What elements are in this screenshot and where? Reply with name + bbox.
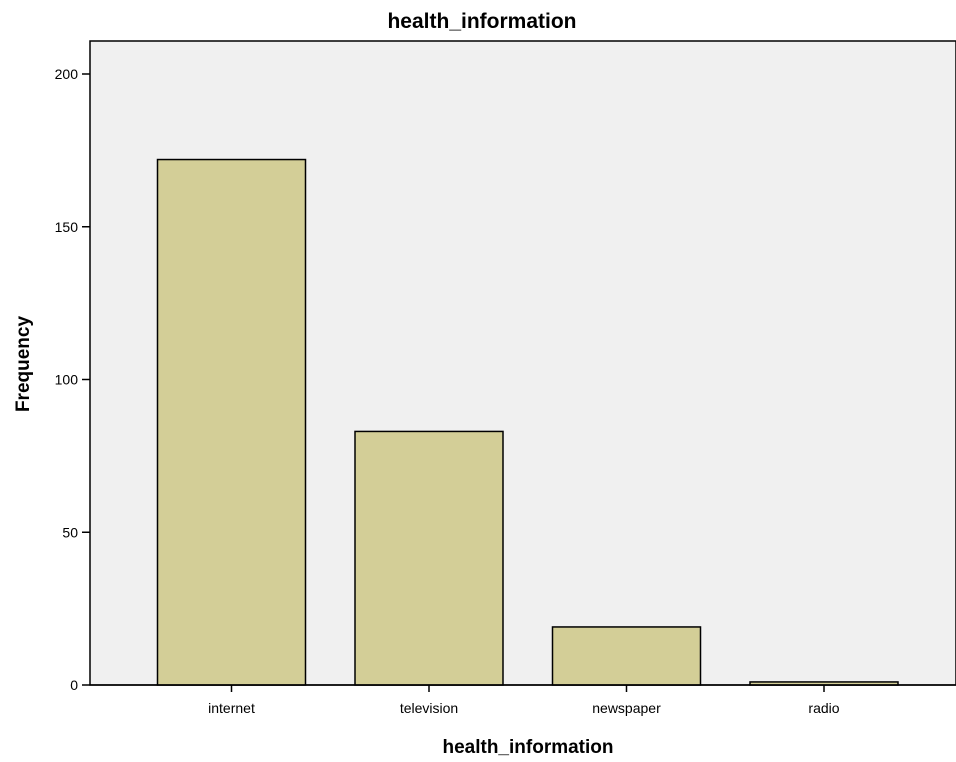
bars-group [156,158,899,686]
x-tick-label-radio: radio [808,700,839,716]
bar-newspaper [551,626,702,686]
x-tick-label-internet: internet [208,700,255,716]
x-tick-label-television: television [400,700,458,716]
bar-television [354,430,504,686]
x-axis: internet television newspaper radio [90,684,956,716]
bar-internet [156,158,307,686]
y-axis: 0 50 100 150 200 [55,66,90,693]
y-tick-label: 0 [70,677,78,693]
x-axis-title: health_information [442,737,613,758]
x-tick-label-newspaper: newspaper [592,700,661,716]
chart-title: health_information [387,10,576,33]
y-tick-label: 50 [62,524,78,540]
y-axis-title: Frequency [13,316,34,413]
y-tick-label: 100 [55,372,79,388]
y-tick-label: 150 [55,219,79,235]
y-tick-label: 200 [55,66,79,82]
